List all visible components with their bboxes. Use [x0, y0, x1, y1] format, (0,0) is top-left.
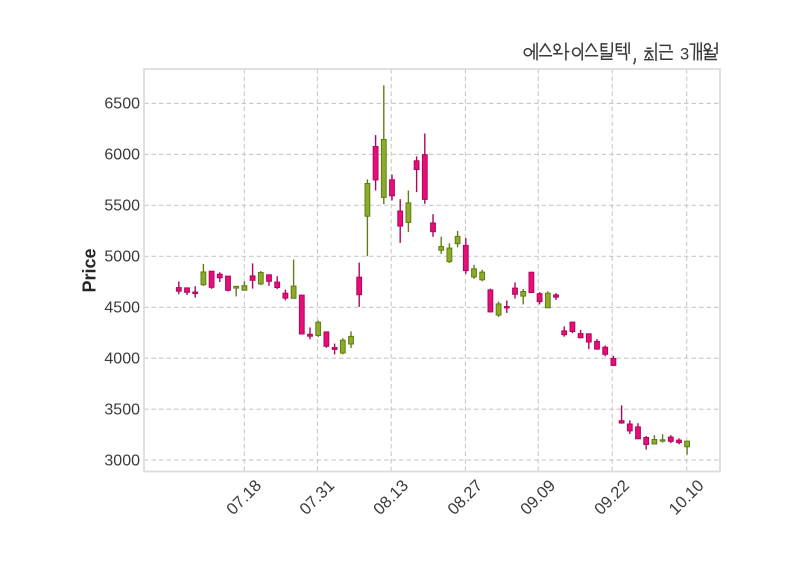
svg-text:6000: 6000 [104, 147, 140, 164]
svg-text:3500: 3500 [104, 401, 140, 418]
svg-text:3: 3 [680, 46, 689, 64]
svg-text:6500: 6500 [104, 96, 140, 113]
svg-text:5000: 5000 [104, 249, 140, 266]
svg-text:5500: 5500 [104, 198, 140, 215]
svg-text:4000: 4000 [104, 350, 140, 367]
svg-text:Price: Price [80, 248, 100, 292]
svg-text:3000: 3000 [104, 452, 140, 469]
svg-text:4500: 4500 [104, 300, 140, 317]
